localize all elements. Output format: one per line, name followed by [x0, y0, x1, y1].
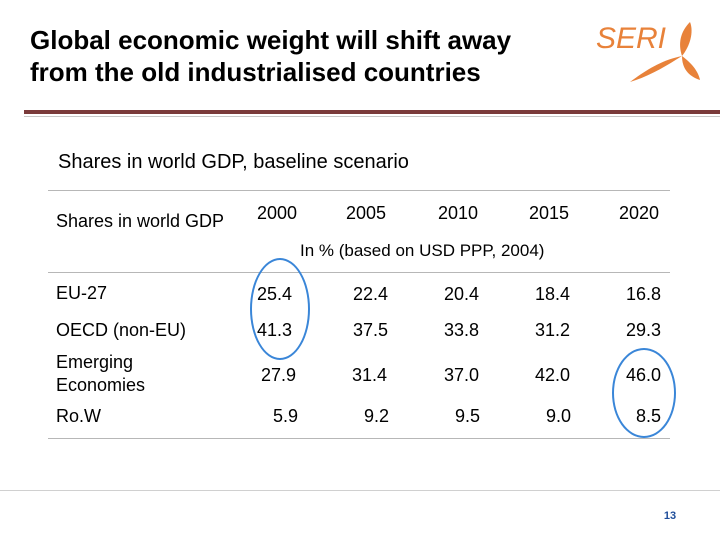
- table-cell: 9.5: [455, 406, 481, 426]
- row-label-emerging: Emerging Economies: [56, 352, 146, 395]
- table-cell: 31.4: [352, 365, 388, 385]
- table-top-line: [48, 190, 670, 191]
- table-cell: 18.4: [535, 284, 571, 304]
- seri-logo-text: SERI: [596, 22, 666, 55]
- footer-line: [0, 490, 720, 491]
- table-bottom-line: [48, 438, 670, 439]
- table-subtitle: Shares in world GDP, baseline scenario: [58, 151, 409, 173]
- slide-title: Global economic weight will shift away f…: [30, 24, 590, 88]
- table-cell: 16.8: [626, 284, 662, 304]
- title-rule: [24, 110, 720, 114]
- table-cell: 27.9: [261, 365, 297, 385]
- logo-petal-left: [630, 56, 682, 82]
- table-cell: 33.8: [444, 320, 480, 340]
- table-cell: 37.0: [444, 365, 480, 385]
- table-cell: 20.4: [444, 284, 480, 304]
- highlight-ellipse-2000: [250, 258, 310, 360]
- title-line-2: from the old industrialised countries: [30, 57, 481, 87]
- logo-petal-up: [680, 22, 692, 56]
- seri-logo: SERI: [596, 22, 700, 82]
- page-number: 13: [663, 510, 677, 522]
- row-label-oecd: OECD (non-EU): [56, 320, 187, 340]
- table-cell: 37.5: [353, 320, 389, 340]
- table-cell: 22.4: [353, 284, 389, 304]
- row-label-row: Ro.W: [56, 406, 101, 426]
- highlight-ellipse-2020: [612, 348, 676, 438]
- row-label-eu27: EU-27: [56, 283, 108, 303]
- table-cell: 5.9: [273, 406, 299, 426]
- table-cell: 29.3: [626, 320, 662, 340]
- logo-petal-down: [682, 56, 700, 80]
- table-cell: 42.0: [535, 365, 571, 385]
- table-corner-label: Shares in world GDP: [56, 211, 225, 231]
- year-header: 2010: [438, 203, 479, 223]
- table-cell: 9.0: [546, 406, 572, 426]
- table-cell: 31.2: [535, 320, 571, 340]
- year-header: 2005: [346, 203, 387, 223]
- year-header: 2020: [619, 203, 660, 223]
- table-cell: 9.2: [364, 406, 390, 426]
- unit-note: In % (based on USD PPP, 2004): [300, 241, 545, 260]
- year-header: 2000: [257, 203, 298, 223]
- title-line-1: Global economic weight will shift away: [30, 25, 512, 55]
- table-header-line: [48, 272, 670, 273]
- year-header: 2015: [529, 203, 570, 223]
- title-rule-thin: [24, 116, 720, 117]
